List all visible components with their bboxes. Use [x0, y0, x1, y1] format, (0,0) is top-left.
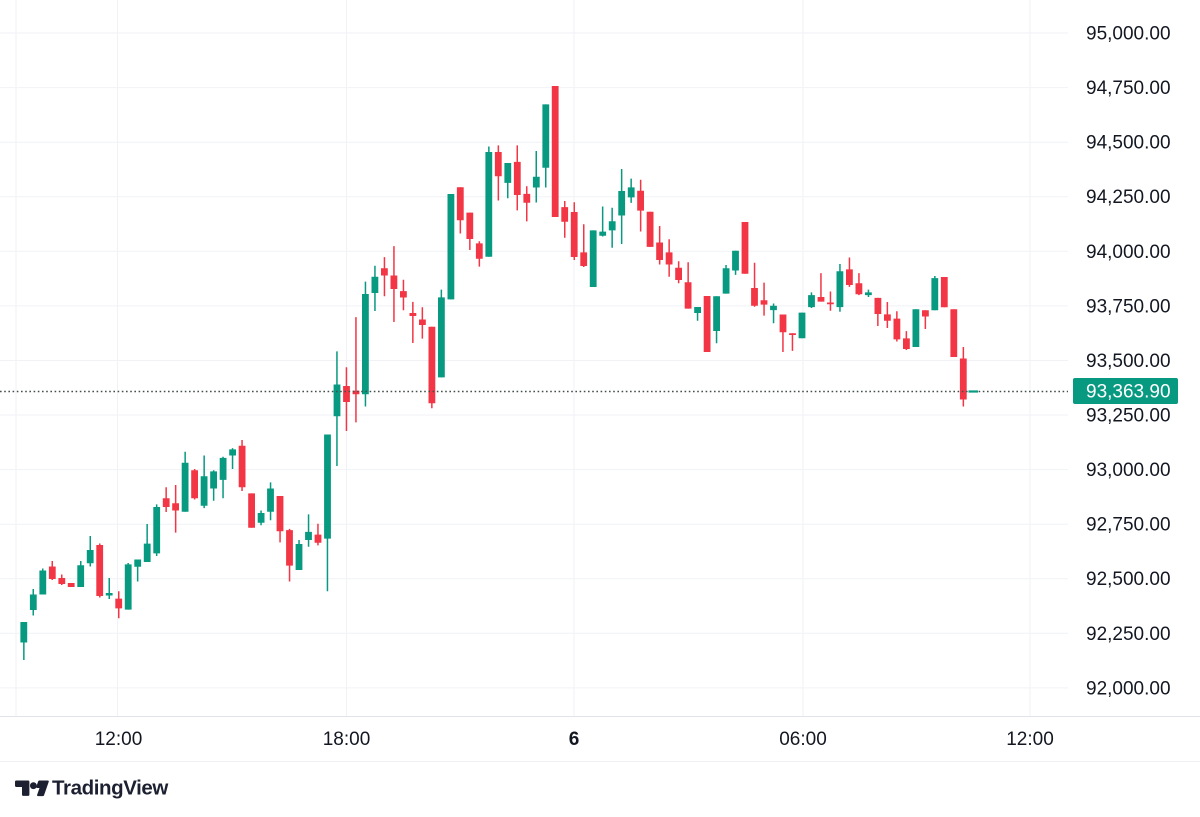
svg-text:93,363.90: 93,363.90: [1086, 382, 1171, 403]
svg-text:93,000.00: 93,000.00: [1086, 460, 1171, 481]
svg-text:94,000.00: 94,000.00: [1086, 242, 1171, 263]
svg-text:95,000.00: 95,000.00: [1086, 24, 1171, 45]
svg-text:93,250.00: 93,250.00: [1086, 406, 1171, 427]
svg-text:93,500.00: 93,500.00: [1086, 351, 1171, 372]
svg-text:92,000.00: 92,000.00: [1086, 678, 1171, 699]
svg-text:92,750.00: 92,750.00: [1086, 515, 1171, 536]
svg-text:93,750.00: 93,750.00: [1086, 296, 1171, 317]
svg-text:06:00: 06:00: [779, 729, 827, 750]
svg-text:94,750.00: 94,750.00: [1086, 78, 1171, 99]
svg-text:94,250.00: 94,250.00: [1086, 187, 1171, 208]
svg-text:94,500.00: 94,500.00: [1086, 133, 1171, 154]
svg-text:92,500.00: 92,500.00: [1086, 569, 1171, 590]
svg-text:12:00: 12:00: [1006, 729, 1054, 750]
svg-text:18:00: 18:00: [323, 729, 371, 750]
svg-text:12:00: 12:00: [95, 729, 143, 750]
svg-text:92,250.00: 92,250.00: [1086, 624, 1171, 645]
svg-text:TradingView: TradingView: [52, 777, 168, 800]
svg-text:6: 6: [569, 729, 580, 750]
